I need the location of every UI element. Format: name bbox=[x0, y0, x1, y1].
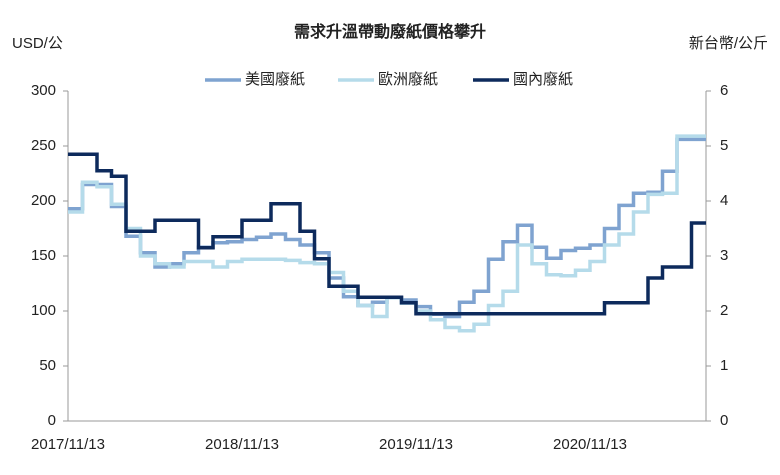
legend-label: 美國廢紙 bbox=[245, 70, 305, 88]
y-tick-label: 50 bbox=[39, 357, 56, 374]
y2-tick-label: 5 bbox=[720, 137, 728, 154]
line-series bbox=[68, 152, 706, 316]
y-tick-label: 200 bbox=[31, 192, 56, 209]
y2-tick-label: 1 bbox=[720, 357, 728, 374]
legend-label: 國內廢紙 bbox=[513, 70, 573, 88]
x-tick-label: 2019/11/13 bbox=[379, 436, 453, 453]
y2-tick-label: 0 bbox=[720, 412, 728, 429]
y-tick-label: 250 bbox=[31, 137, 56, 154]
y2-axis-label: 新台幣/公斤 bbox=[689, 35, 768, 52]
y-tick-label: 0 bbox=[48, 412, 56, 429]
y2-tick-label: 2 bbox=[720, 302, 728, 319]
legend-label: 歐洲廢紙 bbox=[378, 70, 438, 88]
line-series bbox=[68, 137, 706, 319]
y2-tick-label: 3 bbox=[720, 247, 728, 264]
x-tick-label: 2017/11/13 bbox=[31, 436, 105, 453]
y2-tick-label: 6 bbox=[720, 82, 728, 99]
y-axis-label: USD/公 bbox=[12, 35, 63, 52]
chart-title: 需求升溫帶動廢紙價格攀升 bbox=[294, 22, 486, 41]
x-tick-label: 2020/11/13 bbox=[553, 436, 627, 453]
x-tick-label: 2018/11/13 bbox=[205, 436, 279, 453]
y-tick-label: 150 bbox=[31, 247, 56, 264]
y-tick-label: 300 bbox=[31, 82, 56, 99]
y2-tick-label: 4 bbox=[720, 192, 728, 209]
y-tick-label: 100 bbox=[31, 302, 56, 319]
